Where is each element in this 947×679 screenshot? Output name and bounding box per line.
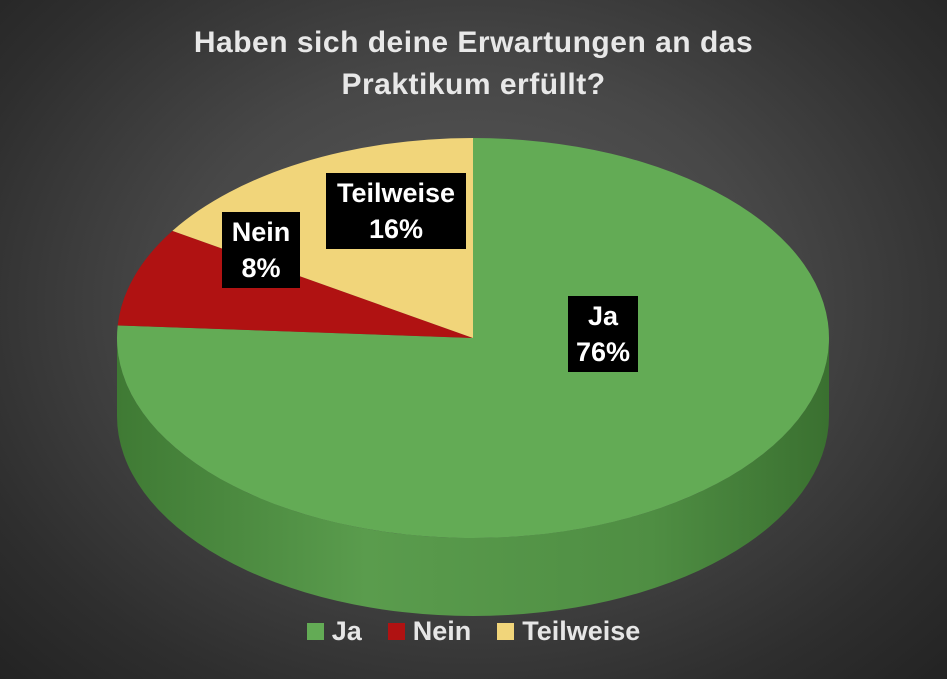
chart-legend: Ja Nein Teilweise [0,616,947,647]
data-label-ja-value: 76% [576,337,631,367]
data-label-teilweise-value: 16% [368,214,424,244]
legend-item-teilweise: Teilweise [497,616,640,647]
legend-item-ja: Ja [306,616,362,647]
legend-swatch-nein [387,623,405,640]
data-label-teilweise-category: Teilweise [336,178,456,208]
legend-label-ja: Ja [331,616,362,646]
legend-swatch-ja [306,623,324,640]
legend-swatch-teilweise [497,623,515,640]
data-label-nein: Nein 8% [222,212,300,288]
data-label-nein-value: 8% [241,253,281,283]
data-label-ja-category: Ja [587,301,619,331]
chart-title-line-2: Praktikum erfüllt? [341,68,606,101]
legend-item-nein: Nein [387,616,472,647]
legend-label-teilweise: Teilweise [522,616,641,646]
chart-title-line-1: Haben sich deine Erwartungen an das [193,26,754,59]
data-label-ja: Ja 76% [568,296,638,372]
data-label-nein-category: Nein [231,217,291,247]
legend-label-nein: Nein [412,616,472,646]
chart-title: Haben sich deine Erwartungen an das Prak… [0,22,947,106]
data-label-teilweise: Teilweise 16% [326,173,466,249]
pie-side-ja [117,338,829,616]
